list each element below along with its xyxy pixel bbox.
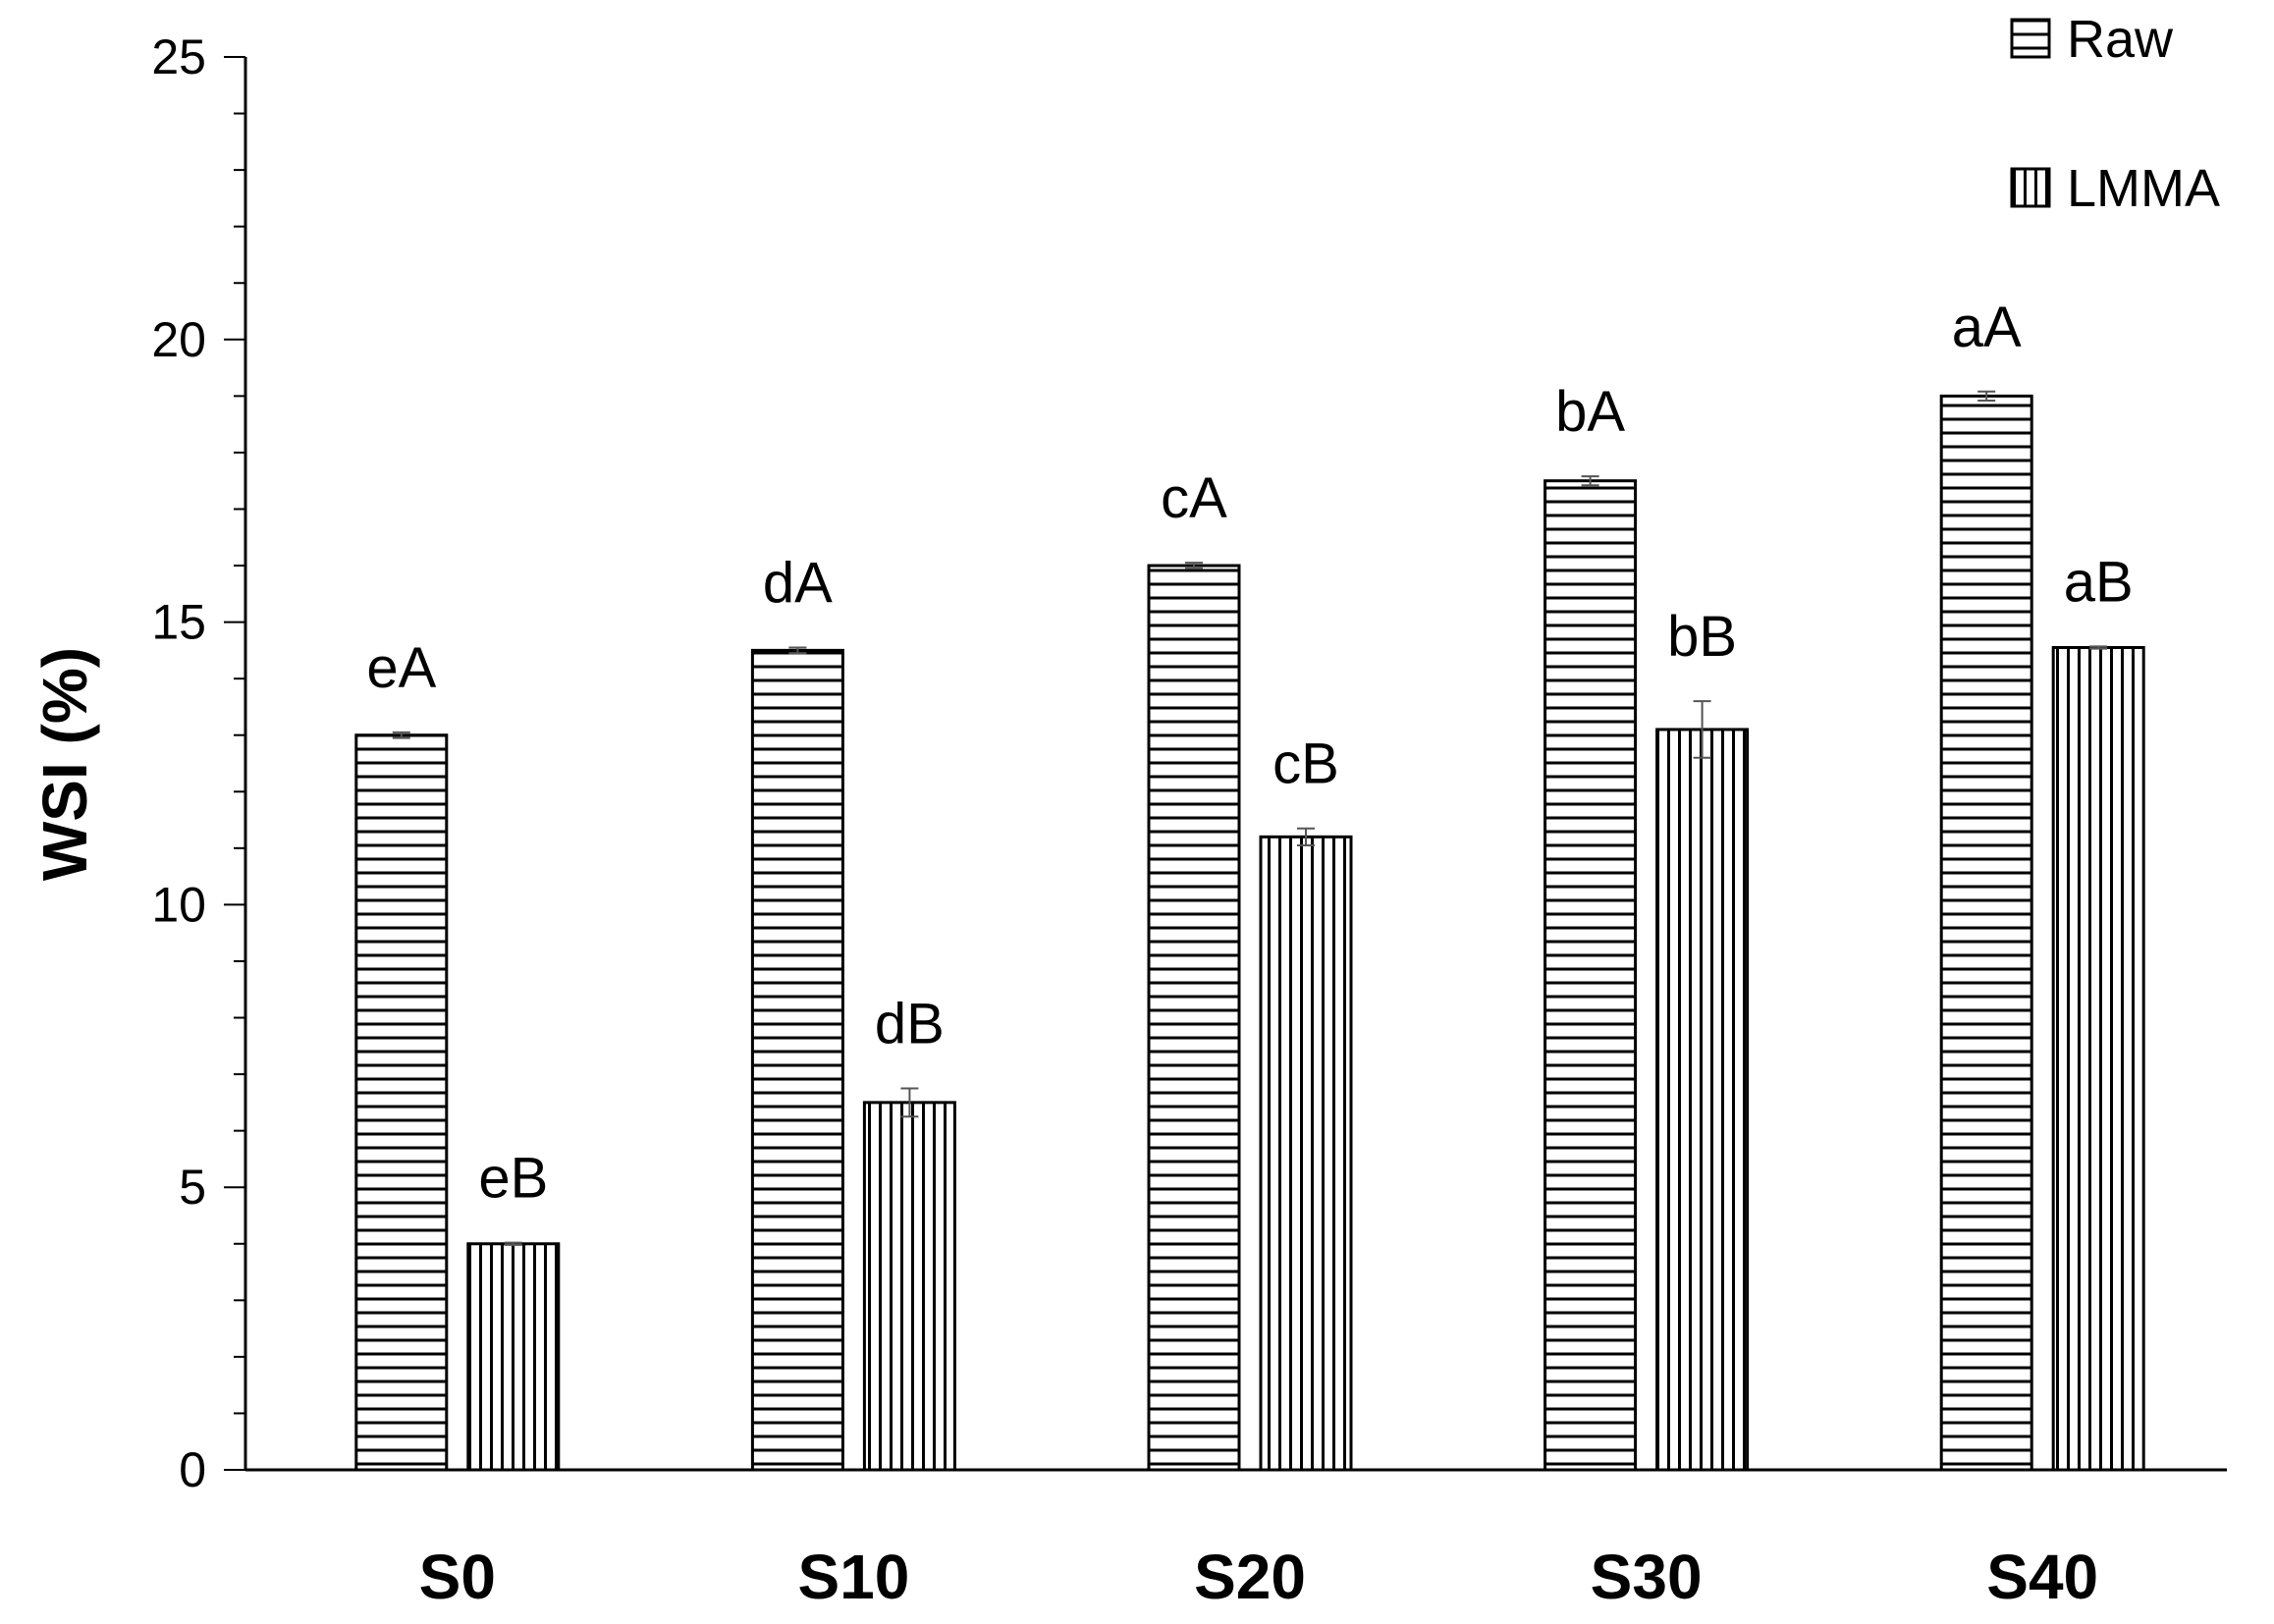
- x-tick-label: S30: [1591, 1542, 1703, 1612]
- bars: eA eB dA dB cA cB bA bB aA aB: [354, 296, 2145, 1472]
- bar-lmma-s20: [1259, 835, 1353, 1472]
- x-tick-label: S0: [419, 1542, 496, 1612]
- legend-swatch-lmma: [2010, 167, 2051, 208]
- bar-lmma-s0: [466, 1242, 561, 1472]
- x-tick-label: S20: [1194, 1542, 1306, 1612]
- y-tick-label: 15: [151, 595, 206, 650]
- y-tick-label: 5: [179, 1160, 206, 1215]
- significance-label: dA: [763, 552, 833, 616]
- legend-swatch-raw: [2010, 18, 2051, 59]
- y-ticks: 0 5 10 15 20 25: [151, 29, 245, 1497]
- bar-raw-s40: [1939, 394, 2033, 1472]
- legend-label-raw: Raw: [2067, 10, 2174, 69]
- bar-raw-s10: [750, 648, 844, 1472]
- x-tick-labels: S0 S10 S20 S30 S40: [419, 1542, 2098, 1612]
- significance-label: cA: [1161, 466, 1227, 530]
- y-tick-label: 10: [151, 877, 206, 932]
- x-tick-label: S40: [1986, 1542, 2098, 1612]
- bar-raw-s20: [1147, 564, 1241, 1472]
- significance-label: bB: [1667, 605, 1737, 669]
- bar-lmma-s30: [1655, 728, 1750, 1472]
- y-tick-label: 20: [151, 312, 206, 367]
- significance-label: cB: [1272, 732, 1339, 796]
- bar-raw-s30: [1543, 479, 1638, 1472]
- bar-raw-s0: [354, 733, 449, 1472]
- significance-label: aA: [1952, 296, 2022, 359]
- bar-lmma-s10: [862, 1101, 956, 1472]
- x-tick-label: S10: [797, 1542, 909, 1612]
- significance-label: bA: [1555, 380, 1625, 444]
- significance-label: dB: [875, 992, 945, 1056]
- legend: Raw LMMA: [2010, 10, 2220, 218]
- significance-label: eA: [366, 636, 436, 700]
- bar-lmma-s40: [2051, 646, 2145, 1472]
- y-axis-title: WSI (%): [29, 647, 100, 881]
- significance-label: eB: [478, 1147, 548, 1211]
- y-tick-label: 0: [179, 1442, 206, 1497]
- significance-label: aB: [2064, 550, 2134, 614]
- y-tick-label: 25: [151, 29, 206, 84]
- legend-label-lmma: LMMA: [2067, 159, 2220, 218]
